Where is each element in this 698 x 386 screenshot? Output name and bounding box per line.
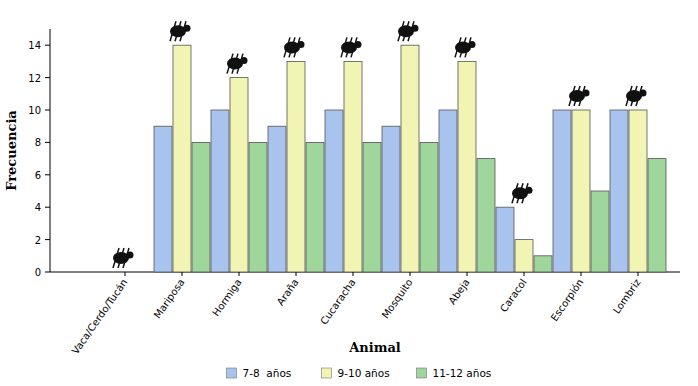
bar <box>591 191 609 272</box>
animal-icon <box>170 21 191 41</box>
x-tick-labels: Vaca/Cerdo/Tucán Mariposa Hormiga Araña Cuca… <box>70 272 643 356</box>
x-tick <box>410 272 411 276</box>
x-tick-label: Vaca/Cerdo/Tucán <box>70 277 130 356</box>
animal-icon <box>455 37 476 57</box>
x-tick <box>353 272 354 276</box>
bar <box>97 272 115 273</box>
animal-icon <box>113 248 134 268</box>
bar <box>363 142 381 272</box>
y-tick <box>45 239 50 240</box>
y-tick <box>45 77 50 78</box>
chart-container: 0 2 4 6 8 10 12 14 Vaca/Cerdo/Tucán Mariposa Hormi… <box>0 0 698 386</box>
bar <box>154 126 172 272</box>
y-tick-label: 8 <box>35 137 41 148</box>
x-tick-label: Mariposa <box>152 277 187 321</box>
animal-icon <box>512 183 533 203</box>
x-tick <box>239 272 240 276</box>
bar <box>249 142 267 272</box>
bar <box>496 207 514 272</box>
y-axis <box>50 29 51 272</box>
x-tick <box>581 272 582 276</box>
y-tick-label: 2 <box>35 235 41 246</box>
bar <box>553 110 571 272</box>
chart-svg: 0 2 4 6 8 10 12 14 Vaca/Cerdo/Tucán Mariposa Hormi… <box>0 0 698 386</box>
legend-label: 7-8 años <box>243 367 292 379</box>
bar <box>325 110 343 272</box>
y-tick-label: 0 <box>35 267 41 278</box>
animal-icon <box>227 54 248 74</box>
icons <box>113 21 647 268</box>
animal-icon <box>626 86 647 106</box>
legend: 7-8 años 9-10 años 11-12 años <box>227 367 492 379</box>
bar <box>173 45 191 272</box>
y-tick-label: 4 <box>35 202 41 213</box>
bar <box>515 240 533 272</box>
y-tick-label: 14 <box>28 40 41 51</box>
y-tick <box>45 207 50 208</box>
x-tick-label: Araña <box>275 277 301 308</box>
bar <box>439 110 457 272</box>
y-tick <box>45 174 50 175</box>
legend-label: 11-12 años <box>433 367 492 379</box>
x-tick-label: Caracol <box>498 277 529 314</box>
legend-swatch <box>417 368 427 378</box>
bar <box>629 110 647 272</box>
y-axis-title: Frecuencia <box>4 110 19 191</box>
y-tick <box>45 45 50 46</box>
x-tick <box>467 272 468 276</box>
x-tick <box>125 272 126 276</box>
bar <box>306 142 324 272</box>
bar <box>420 142 438 272</box>
y-tick <box>45 110 50 111</box>
y-tick <box>45 272 50 273</box>
x-tick-label: Mosquito <box>380 277 415 321</box>
animal-icon <box>341 37 362 57</box>
bar <box>572 110 590 272</box>
bar <box>382 126 400 272</box>
bar <box>610 110 628 272</box>
y-tick-label: 12 <box>28 73 41 84</box>
y-ticks: 0 2 4 6 8 10 12 14 <box>28 40 50 278</box>
animal-icon <box>398 21 419 41</box>
bar <box>211 110 229 272</box>
bar <box>230 78 248 272</box>
y-tick-label: 6 <box>35 170 41 181</box>
x-tick-label: Cucaracha <box>318 277 357 327</box>
x-tick <box>296 272 297 276</box>
bar <box>648 159 666 272</box>
x-tick-label: Hormiga <box>210 277 243 318</box>
bar <box>477 159 495 272</box>
bars <box>154 45 666 272</box>
x-tick-label: Lombriz <box>611 277 643 316</box>
bar <box>534 256 552 272</box>
bar <box>192 142 210 272</box>
x-tick <box>524 272 525 276</box>
bar <box>268 126 286 272</box>
x-tick-label: Abeja <box>446 277 471 306</box>
bar <box>287 61 305 272</box>
x-axis-title: Animal <box>348 340 401 355</box>
legend-swatch <box>227 368 237 378</box>
x-tick-label: Escorpión <box>549 277 586 323</box>
bar <box>458 61 476 272</box>
animal-icon <box>284 37 305 57</box>
legend-label: 9-10 años <box>338 367 390 379</box>
animal-icon <box>569 86 590 106</box>
bar <box>135 272 153 273</box>
x-tick <box>638 272 639 276</box>
bar <box>344 61 362 272</box>
y-tick-label: 10 <box>28 105 41 116</box>
x-tick <box>182 272 183 276</box>
bar <box>401 45 419 272</box>
y-tick <box>45 142 50 143</box>
legend-swatch <box>322 368 332 378</box>
